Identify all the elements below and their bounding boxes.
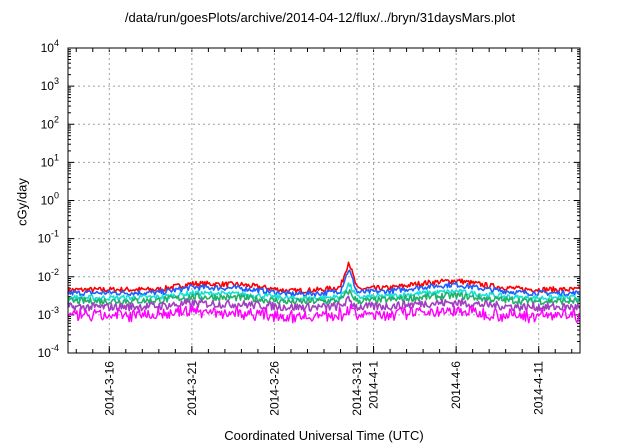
y-tick-label: 100 bbox=[41, 191, 59, 208]
chart-title: /data/run/goesPlots/archive/2014-04-12/f… bbox=[124, 10, 516, 25]
x-axis-label: Coordinated Universal Time (UTC) bbox=[224, 428, 424, 443]
y-tick-label: 10-4 bbox=[38, 343, 59, 360]
y-tick-label: 10-2 bbox=[38, 267, 59, 284]
series-line-6 bbox=[67, 303, 581, 324]
y-axis-label: cGy/day bbox=[14, 178, 30, 226]
x-tick-label: 2014-3-16 bbox=[102, 361, 116, 416]
x-tick-label: 2014-4-6 bbox=[449, 361, 463, 409]
y-tick-label: 10-1 bbox=[38, 229, 59, 246]
x-tick-label: 2014-3-26 bbox=[267, 361, 281, 416]
series-line-5 bbox=[67, 295, 581, 313]
x-tick-label: 2014-4-11 bbox=[532, 361, 546, 415]
x-tick-label: 2014-4-1 bbox=[367, 361, 381, 409]
series-line-2 bbox=[67, 269, 581, 297]
y-tick-label: 101 bbox=[41, 152, 59, 169]
series-line-4 bbox=[67, 289, 581, 306]
x-tick-label: 2014-3-31 bbox=[350, 361, 364, 416]
y-tick-label: 103 bbox=[41, 76, 59, 93]
plot-border bbox=[67, 47, 581, 354]
y-tick-label: 104 bbox=[41, 38, 59, 55]
x-tick-label: 2014-3-21 bbox=[185, 361, 199, 416]
y-tick-label: 102 bbox=[41, 114, 59, 131]
y-tick-label: 10-3 bbox=[38, 305, 59, 322]
